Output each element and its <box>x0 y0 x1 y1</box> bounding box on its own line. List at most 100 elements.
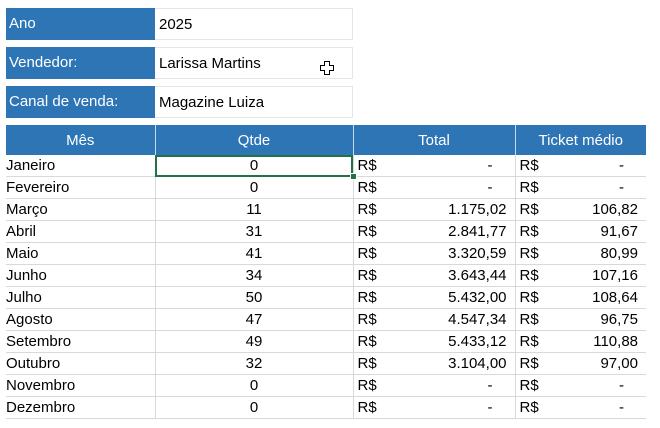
cell-ticket-value: 108,64 <box>592 289 638 306</box>
cell-ticket[interactable]: R$ 106,82 <box>515 198 646 221</box>
cell-total-value: 2.841,77 <box>448 223 507 240</box>
cell-total-value: 5.432,00 <box>448 289 507 306</box>
cell-ticket[interactable]: R$ 110,88 <box>515 330 646 353</box>
cell-qtde[interactable]: 41 <box>155 242 354 265</box>
currency-symbol: R$ <box>357 179 377 196</box>
cell-mes[interactable]: Março <box>6 198 156 221</box>
currency-symbol: R$ <box>357 333 377 350</box>
cell-total[interactable]: R$ 5.432,00 <box>353 286 516 309</box>
cell-mes[interactable]: Maio <box>6 242 156 265</box>
currency-symbol: R$ <box>519 201 539 218</box>
cell-mes[interactable]: Novembro <box>6 374 156 397</box>
fill-handle[interactable] <box>349 173 357 180</box>
cell-total[interactable]: R$ 5.433,12 <box>353 330 516 353</box>
cell-qtde[interactable]: 31 <box>155 220 354 243</box>
cell-ticket[interactable]: R$ 80,99 <box>515 242 646 265</box>
cell-qtde[interactable]: 47 <box>155 308 354 331</box>
cell-qtde-value: 49 <box>245 333 263 350</box>
cell-qtde[interactable]: 34 <box>155 264 354 287</box>
cell-ticket-value: 91,67 <box>600 223 638 240</box>
currency-symbol: R$ <box>519 157 539 174</box>
cell-qtde[interactable]: 11 <box>155 198 354 221</box>
cell-total[interactable]: R$ - <box>353 374 516 397</box>
cell-qtde-value: 34 <box>245 267 263 284</box>
cell-mes[interactable]: Outubro <box>6 352 156 375</box>
header-qtde[interactable]: Qtde <box>155 125 354 155</box>
table-row: Dezembro 0 R$ - R$ - <box>6 396 646 419</box>
cell-qtde[interactable]: 50 <box>155 286 354 309</box>
cell-total[interactable]: R$ - <box>353 396 516 419</box>
table-row: Setembro 49 R$ 5.433,12 R$ 110,88 <box>6 330 646 353</box>
excel-cross-cursor-icon <box>320 61 334 75</box>
cell-ticket-value: - <box>619 179 624 196</box>
cell-mes[interactable]: Junho <box>6 264 156 287</box>
cell-total[interactable]: R$ 3.643,44 <box>353 264 516 287</box>
currency-symbol: R$ <box>357 355 377 372</box>
cell-mes[interactable]: Fevereiro <box>6 176 156 199</box>
currency-symbol: R$ <box>519 399 539 416</box>
cell-ticket-value: - <box>619 399 624 416</box>
cell-ticket[interactable]: R$ - <box>515 396 646 419</box>
currency-symbol: R$ <box>357 157 377 174</box>
table-row: Outubro 32 R$ 3.104,00 R$ 97,00 <box>6 352 646 375</box>
cell-ticket[interactable]: R$ 97,00 <box>515 352 646 375</box>
filter-ano: Ano 2025 <box>6 8 354 40</box>
cell-ticket[interactable]: R$ 91,67 <box>515 220 646 243</box>
sales-table: Mês Qtde Total Ticket médio Janeiro 0 R$ - R… <box>6 125 646 419</box>
filter-canal: Canal de venda: Magazine Luiza <box>6 86 354 118</box>
cell-qtde-value: 41 <box>245 245 263 262</box>
filter-canal-value[interactable]: Magazine Luiza <box>155 86 353 118</box>
cell-mes[interactable]: Janeiro <box>6 155 156 177</box>
header-total[interactable]: Total <box>353 125 516 155</box>
currency-symbol: R$ <box>519 289 539 306</box>
currency-symbol: R$ <box>357 311 377 328</box>
cell-qtde-value: 47 <box>245 311 263 328</box>
filter-vendedor-value[interactable]: Larissa Martins <box>155 47 353 79</box>
cell-qtde[interactable]: 0 <box>155 396 354 419</box>
cell-ticket[interactable]: R$ 108,64 <box>515 286 646 309</box>
table-header-row: Mês Qtde Total Ticket médio <box>6 125 646 155</box>
cell-ticket[interactable]: R$ - <box>515 176 646 199</box>
cell-total-value: - <box>487 157 493 174</box>
cell-total[interactable]: R$ - <box>353 155 516 177</box>
cell-total-value: 4.547,34 <box>448 311 507 328</box>
cell-ticket[interactable]: R$ - <box>515 374 646 397</box>
cell-qtde-value: 0 <box>249 399 259 416</box>
cell-qtde[interactable]: 49 <box>155 330 354 353</box>
cell-qtde-value: 50 <box>245 289 263 306</box>
cell-mes[interactable]: Agosto <box>6 308 156 331</box>
cell-qtde-value: 0 <box>249 179 259 196</box>
cell-total-value: 1.175,02 <box>448 201 507 218</box>
cell-qtde[interactable]: 32 <box>155 352 354 375</box>
cell-ticket[interactable]: R$ - <box>515 155 646 177</box>
cell-total[interactable]: R$ 2.841,77 <box>353 220 516 243</box>
cell-qtde-value: 31 <box>245 223 263 240</box>
cell-ticket-value: - <box>619 377 624 394</box>
cell-qtde[interactable]: 0 <box>155 155 357 180</box>
header-mes[interactable]: Mês <box>6 125 156 155</box>
filter-ano-value[interactable]: 2025 <box>155 8 353 40</box>
cell-qtde[interactable]: 0 <box>155 176 354 199</box>
currency-symbol: R$ <box>357 267 377 284</box>
cell-total[interactable]: R$ 1.175,02 <box>353 198 516 221</box>
cell-qtde[interactable]: 0 <box>155 374 354 397</box>
cell-mes[interactable]: Dezembro <box>6 396 156 419</box>
cell-total-value: 3.320,59 <box>448 245 507 262</box>
currency-symbol: R$ <box>357 289 377 306</box>
table-row: Fevereiro 0 R$ - R$ - <box>6 176 646 199</box>
cell-mes[interactable]: Julho <box>6 286 156 309</box>
cell-total[interactable]: R$ 3.104,00 <box>353 352 516 375</box>
table-row: Abril 31 R$ 2.841,77 R$ 91,67 <box>6 220 646 243</box>
cell-total[interactable]: R$ - <box>353 176 516 199</box>
cell-total[interactable]: R$ 3.320,59 <box>353 242 516 265</box>
header-ticket[interactable]: Ticket médio <box>515 125 646 155</box>
cell-qtde-value: 32 <box>245 355 263 372</box>
cell-mes[interactable]: Abril <box>6 220 156 243</box>
cell-ticket-value: 110,88 <box>593 333 638 350</box>
cell-ticket[interactable]: R$ 107,16 <box>515 264 646 287</box>
cell-ticket[interactable]: R$ 96,75 <box>515 308 646 331</box>
currency-symbol: R$ <box>519 245 539 262</box>
cell-total[interactable]: R$ 4.547,34 <box>353 308 516 331</box>
cell-total-value: 3.643,44 <box>448 267 507 284</box>
cell-mes[interactable]: Setembro <box>6 330 156 353</box>
